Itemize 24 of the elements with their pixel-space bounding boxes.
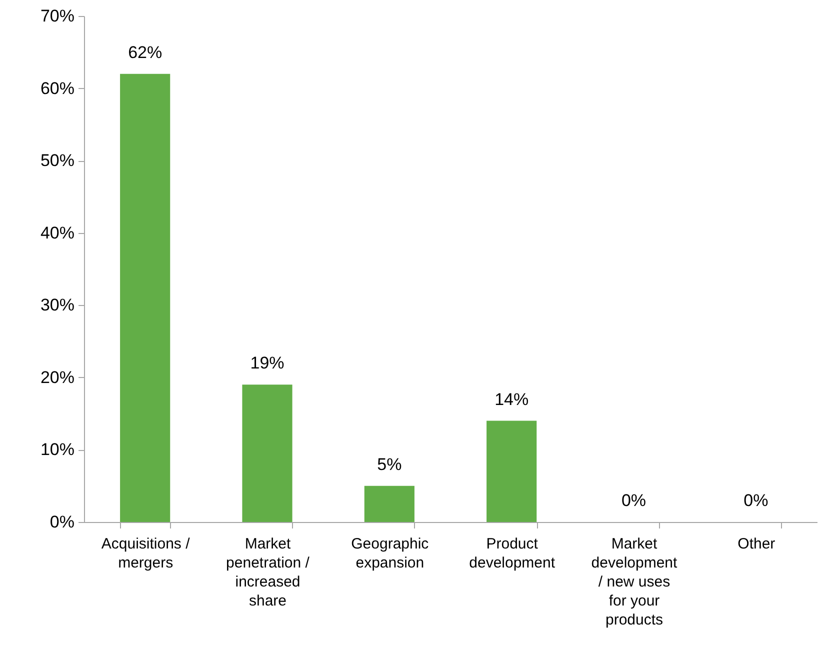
data-label: 19%: [250, 354, 284, 373]
data-label: 0%: [744, 491, 768, 510]
bar: [486, 420, 537, 522]
data-label: 14%: [494, 390, 529, 409]
y-tick-label: 10%: [40, 440, 74, 460]
bar: [120, 74, 170, 522]
y-tick-label: 30%: [40, 296, 74, 315]
bar: [242, 384, 292, 522]
y-tick-label: 40%: [40, 223, 74, 242]
x-tick-label: Other: [738, 536, 776, 552]
x-tick-label: Product development: [469, 536, 556, 572]
x-tick-label: Market development / new uses for your products: [591, 536, 678, 628]
y-tick-label: 70%: [40, 6, 74, 26]
data-label: 5%: [377, 454, 402, 474]
data-label: 0%: [621, 491, 646, 510]
data-label: 62%: [128, 42, 162, 62]
y-tick-label: 0%: [50, 512, 74, 532]
y-tick-label: 60%: [40, 78, 74, 98]
x-tick-label: Market penetration / increased share: [226, 536, 310, 610]
x-tick-label: Acquisitions / mergers: [101, 536, 191, 572]
x-tick-label: Geographic expansion: [351, 536, 430, 572]
bar: [364, 486, 414, 522]
y-tick-label: 20%: [40, 368, 74, 387]
y-tick-label: 50%: [40, 151, 74, 170]
